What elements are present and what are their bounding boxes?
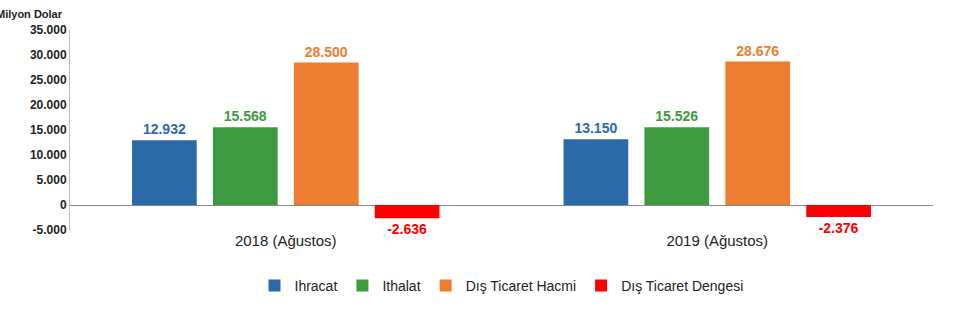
svg-text:35.000: 35.000: [30, 23, 67, 37]
svg-text:25.000: 25.000: [30, 73, 67, 87]
svg-text:-2.376: -2.376: [819, 220, 859, 236]
svg-text:Ithalat: Ithalat: [382, 278, 420, 294]
svg-text:12.932: 12.932: [143, 121, 186, 137]
svg-text:13.150: 13.150: [574, 120, 617, 136]
svg-text:-5.000: -5.000: [33, 223, 67, 237]
svg-text:10.000: 10.000: [30, 148, 67, 162]
svg-text:Dış Ticaret Dengesi: Dış Ticaret Dengesi: [621, 278, 743, 294]
svg-text:15.568: 15.568: [224, 108, 267, 124]
svg-text:15.526: 15.526: [655, 108, 698, 124]
svg-text:28.500: 28.500: [305, 44, 348, 60]
svg-text:-2.636: -2.636: [387, 221, 427, 237]
svg-text:2018 (Ağustos): 2018 (Ağustos): [235, 232, 337, 249]
svg-text:15.000: 15.000: [30, 123, 67, 137]
svg-text:Dış Ticaret Hacmi: Dış Ticaret Hacmi: [466, 278, 576, 294]
svg-text:20.000: 20.000: [30, 98, 67, 112]
svg-text:2019 (Ağustos): 2019 (Ağustos): [666, 232, 768, 249]
svg-text:30.000: 30.000: [30, 48, 67, 62]
svg-text:Milyon Dolar: Milyon Dolar: [0, 8, 63, 20]
svg-text:28.676: 28.676: [736, 43, 779, 59]
svg-text:5.000: 5.000: [37, 173, 67, 187]
svg-text:0: 0: [60, 198, 67, 212]
svg-text:Ihracat: Ihracat: [295, 278, 338, 294]
